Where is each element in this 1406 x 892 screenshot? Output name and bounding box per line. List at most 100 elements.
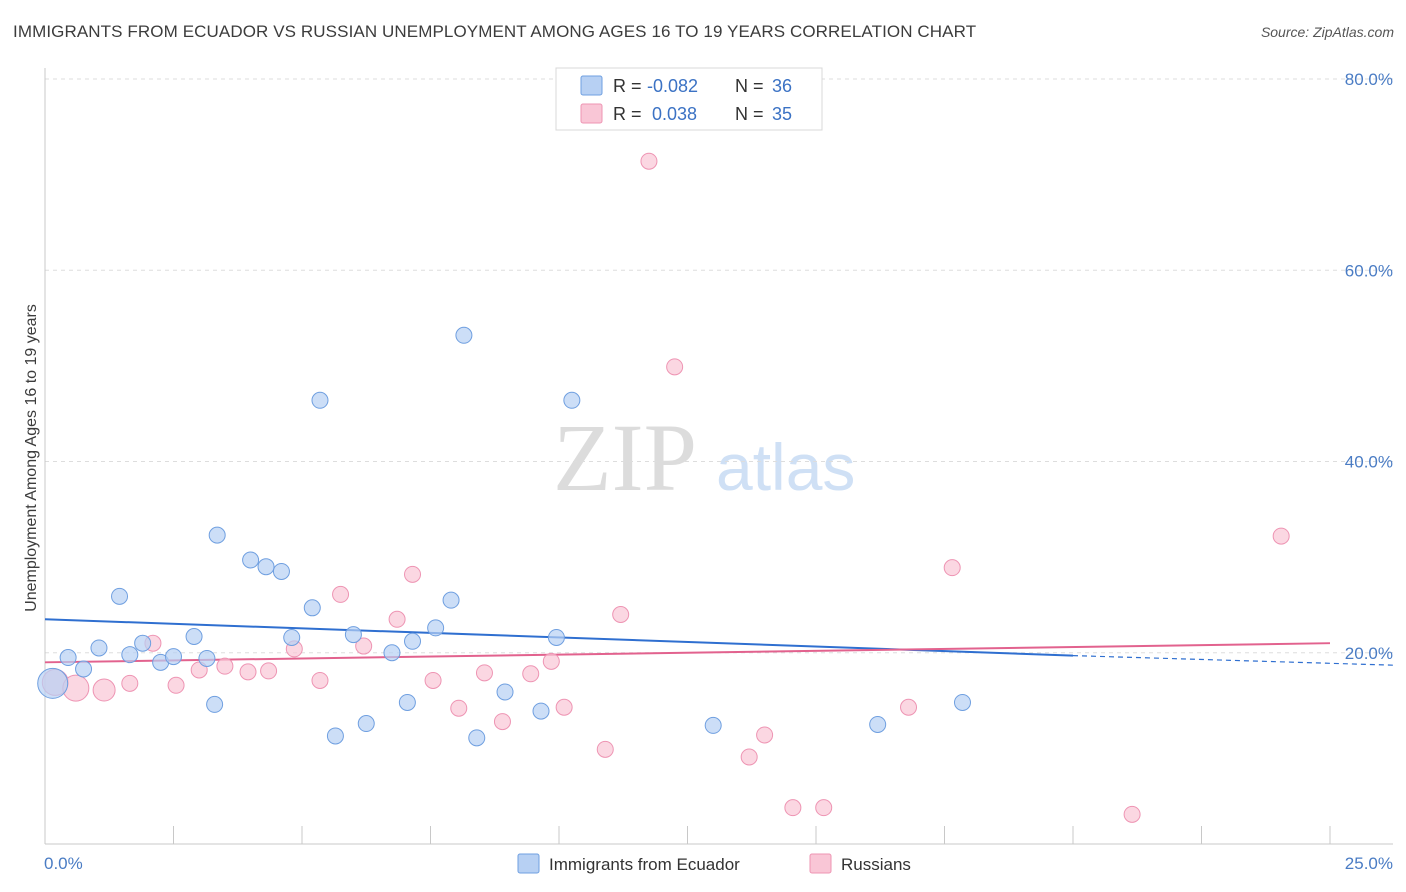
bottom-legend-swatch-russians (809, 853, 832, 874)
data-point-ecuador (357, 715, 375, 733)
legend-swatch-russians (580, 103, 603, 124)
data-point-ecuador (704, 716, 722, 734)
data-point-russians (493, 713, 511, 731)
data-point-ecuador (532, 702, 550, 720)
data-point-russians (596, 740, 614, 758)
y-tick-label: 80.0% (1345, 70, 1393, 89)
data-point-russians (92, 678, 116, 702)
data-point-russians (640, 152, 658, 170)
data-point-ecuador (37, 667, 69, 699)
legend-n-value-russians: 35 (772, 104, 792, 124)
data-point-ecuador (398, 693, 416, 711)
data-point-russians (943, 559, 961, 577)
data-point-ecuador (165, 648, 182, 666)
data-point-ecuador (311, 391, 329, 409)
data-point-ecuador (272, 562, 290, 580)
data-point-ecuador (198, 649, 216, 667)
legend-n-label-russians: N = (735, 104, 764, 124)
bottom-legend-label-ecuador: Immigrants from Ecuador (549, 855, 740, 874)
data-point-russians (900, 698, 918, 716)
data-point-russians (239, 663, 257, 681)
data-point-ecuador (547, 628, 565, 646)
data-point-russians (784, 799, 802, 817)
data-point-russians (522, 665, 540, 683)
data-point-russians (450, 699, 468, 717)
data-point-russians (216, 657, 234, 675)
data-point-ecuador (257, 558, 275, 576)
data-point-russians (666, 358, 684, 376)
data-point-ecuador (134, 634, 152, 652)
data-point-ecuador (383, 644, 401, 662)
y-tick-labels: 20.0% 40.0% 60.0% 80.0% (1345, 70, 1393, 663)
data-point-ecuador (344, 626, 362, 644)
data-point-ecuador (111, 587, 129, 605)
data-point-ecuador (442, 591, 460, 609)
data-point-russians (542, 652, 560, 670)
data-point-ecuador (468, 729, 486, 747)
data-point-russians (332, 585, 350, 603)
legend-r-label-ecuador: R = (613, 76, 642, 96)
x-tick-label: 0.0% (44, 854, 83, 873)
data-point-ecuador (90, 639, 108, 657)
data-point-ecuador (303, 599, 321, 617)
x-tick-labels: 0.0% 25.0% (44, 854, 1393, 873)
data-point-ecuador (121, 646, 139, 664)
watermark-zip: ZIP (553, 404, 697, 511)
data-point-russians (311, 671, 329, 689)
data-point-russians (815, 799, 833, 817)
data-point-russians (1123, 805, 1141, 823)
y-axis-label: Unemployment Among Ages 16 to 19 years (23, 304, 40, 612)
data-point-russians (555, 698, 573, 716)
legend-r-label-russians: R = (613, 104, 642, 124)
bottom-legend: Immigrants from Ecuador Russians (517, 853, 911, 874)
data-point-ecuador (75, 660, 93, 678)
chart-title: IMMIGRANTS FROM ECUADOR VS RUSSIAN UNEMP… (13, 22, 977, 41)
axes-layer (44, 68, 1393, 845)
data-point-ecuador (496, 683, 514, 701)
data-point-russians (167, 676, 185, 694)
points-layer (37, 152, 1290, 823)
legend-n-label-ecuador: N = (735, 76, 764, 96)
legend-box: R = -0.082 N = 36 R = 0.038 N = 35 (555, 67, 823, 131)
data-point-russians (260, 662, 278, 680)
data-point-ecuador (455, 326, 473, 344)
data-point-russians (355, 637, 373, 655)
watermark-atlas: atlas (716, 430, 855, 504)
data-point-ecuador (242, 551, 260, 569)
legend-r-value-ecuador: -0.082 (647, 76, 698, 96)
data-point-ecuador (953, 693, 971, 711)
legend-n-value-ecuador: 36 (772, 76, 792, 96)
data-point-russians (388, 610, 406, 628)
data-point-russians (424, 671, 442, 689)
watermark: ZIP atlas (553, 404, 855, 511)
y-tick-label: 20.0% (1345, 644, 1393, 663)
data-point-russians (612, 606, 630, 623)
data-point-ecuador (869, 715, 887, 733)
data-point-ecuador (208, 526, 226, 544)
data-point-ecuador (206, 695, 224, 713)
data-point-ecuador (404, 632, 422, 650)
bottom-legend-swatch-ecuador (517, 853, 540, 874)
bottom-legend-label-russians: Russians (841, 855, 911, 874)
data-point-russians (121, 674, 139, 692)
data-point-ecuador (283, 628, 301, 646)
chart-source: Source: ZipAtlas.com (1260, 24, 1394, 40)
data-point-ecuador (326, 727, 344, 745)
data-point-ecuador (185, 627, 203, 645)
data-point-russians (475, 664, 493, 682)
trend-line-russians (44, 642, 1331, 664)
data-point-russians (404, 565, 422, 583)
data-point-ecuador (563, 391, 581, 409)
y-tick-label: 60.0% (1345, 261, 1393, 280)
legend-r-value-russians: 0.038 (647, 104, 697, 124)
trend-layer (44, 618, 1394, 666)
x-tick-label: 25.0% (1345, 854, 1393, 873)
data-point-russians (740, 748, 758, 766)
legend-swatch-ecuador (580, 75, 603, 96)
data-point-ecuador (59, 649, 77, 667)
data-point-russians (756, 726, 774, 744)
data-point-russians (1272, 527, 1290, 545)
data-point-ecuador (427, 619, 445, 637)
